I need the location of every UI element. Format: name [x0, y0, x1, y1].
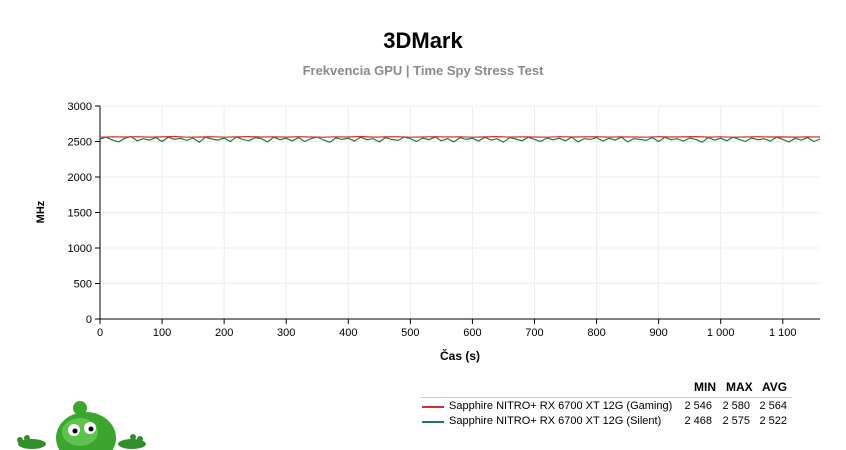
x-tick-label: 300 [277, 327, 295, 339]
x-tick-label: 1 000 [707, 327, 735, 339]
x-tick-label: 0 [97, 327, 103, 339]
x-tick-label: 100 [153, 327, 171, 339]
chart-title: 3DMark [383, 28, 463, 53]
x-tick-label: 600 [463, 327, 481, 339]
y-tick-label: 2000 [68, 172, 92, 184]
legend-table: MIN MAX AVG Sapphire NITRO+ RX 6700 XT 1… [420, 380, 792, 428]
legend-avg-silent: 2 522 [759, 415, 787, 427]
x-tick-label: 800 [587, 327, 605, 339]
y-axis-label: MHz [35, 200, 47, 223]
legend-name-gaming: Sapphire NITRO+ RX 6700 XT 12G (Gaming) [449, 400, 673, 412]
y-tick-label: 500 [74, 279, 92, 291]
legend-min-silent: 2 468 [684, 415, 712, 427]
legend-header-max: MAX [726, 380, 753, 394]
legend-swatch-gaming [422, 406, 444, 408]
y-tick-label: 1000 [68, 243, 92, 255]
x-axis-label: Čas (s) [440, 348, 480, 363]
y-tick-label: 0 [86, 314, 92, 326]
x-tick-label: 700 [525, 327, 543, 339]
x-tick-label: 200 [215, 327, 233, 339]
legend-row-gaming: Sapphire NITRO+ RX 6700 XT 12G (Gaming) … [420, 400, 792, 413]
chart-subtitle: Frekvencia GPU | Time Spy Stress Test [302, 63, 544, 78]
legend-header: MIN MAX AVG [420, 380, 792, 396]
x-tick-label: 400 [339, 327, 357, 339]
series-line-silent [99, 135, 821, 143]
legend-swatch-silent [422, 421, 444, 423]
legend-min-gaming: 2 546 [684, 400, 712, 412]
y-tick-label: 1500 [68, 208, 92, 220]
green-alien-mascot-icon [17, 401, 146, 450]
x-tick-label: 500 [401, 327, 419, 339]
legend-header-avg: AVG [762, 380, 788, 394]
legend-divider [420, 397, 792, 398]
legend-avg-gaming: 2 564 [759, 400, 787, 412]
series-line-gaming [99, 135, 821, 138]
legend-max-gaming: 2 580 [722, 400, 750, 412]
legend-header-min: MIN [694, 380, 716, 394]
legend-max-silent: 2 575 [722, 415, 750, 427]
y-tick-label: 3000 [68, 101, 92, 113]
axes: 0 500 1000 1500 2000 2500 3000 0 100 200 300 400 500… [68, 101, 820, 339]
series-lines [99, 135, 821, 143]
y-tick-label: 2500 [68, 137, 92, 149]
legend-name-silent: Sapphire NITRO+ RX 6700 XT 12G (Silent) [449, 415, 662, 427]
legend-row-silent: Sapphire NITRO+ RX 6700 XT 12G (Silent) … [420, 415, 792, 428]
x-tick-label: 1 100 [769, 327, 797, 339]
x-tick-label: 900 [649, 327, 667, 339]
